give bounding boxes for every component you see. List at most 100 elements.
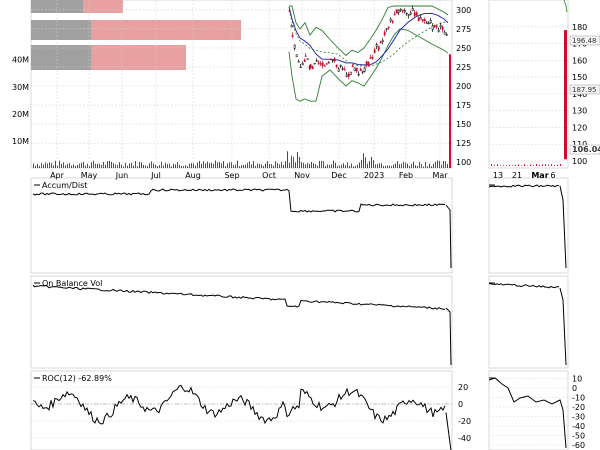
- candle-body: [309, 64, 312, 68]
- volume-bar: [407, 163, 408, 168]
- price-tick-label: 125: [456, 139, 471, 148]
- volume-bar: [219, 161, 220, 168]
- candle-body: [369, 57, 372, 59]
- volume-bar: [71, 165, 72, 168]
- volume-bar: [205, 163, 206, 168]
- mini-volume-bar: [539, 164, 540, 166]
- volume-bar: [235, 164, 236, 168]
- x-tick-label: Apr: [50, 171, 65, 180]
- volume-bar: [187, 166, 188, 168]
- candle-body: [317, 62, 320, 64]
- volume-bar: [393, 164, 394, 168]
- volume-tick-label: 20M: [12, 110, 29, 119]
- volume-bar: [145, 165, 146, 168]
- candle-body: [367, 62, 370, 67]
- volume-bar: [125, 162, 126, 168]
- obv-drop: [445, 307, 452, 366]
- volume-bar: [427, 166, 428, 168]
- main-gridlines: [31, 0, 452, 168]
- price-tick-label: 150: [456, 120, 471, 129]
- candle-body: [365, 61, 368, 65]
- candle-body: [407, 14, 410, 16]
- volume-bar: [403, 161, 404, 168]
- price-tick-label: 100: [456, 158, 471, 167]
- volume-bar: [67, 163, 68, 168]
- candle-body: [423, 19, 426, 22]
- volume-bar: [143, 165, 144, 168]
- volume-bar: [135, 161, 136, 168]
- volume-bar: [367, 163, 368, 168]
- candle-body: [399, 8, 402, 11]
- volume-bar: [83, 161, 84, 168]
- sma-line: [288, 6, 449, 66]
- volume-bar: [413, 161, 414, 168]
- volume-bar: [269, 163, 270, 168]
- candle-body: [411, 8, 414, 11]
- volume-bar: [65, 165, 66, 168]
- candle-body: [401, 9, 404, 12]
- candle-body: [425, 22, 428, 24]
- volume-bar: [419, 161, 420, 168]
- mini-roc-tick-label: -10: [572, 394, 585, 403]
- volume-bar: [99, 163, 100, 168]
- volume-bar: [229, 162, 230, 168]
- volume-bar: [105, 164, 106, 168]
- volume-bar: [39, 165, 40, 168]
- mini-volume-bar: [506, 165, 507, 166]
- volume-bar: [221, 163, 222, 168]
- volume-bar: [251, 164, 252, 168]
- volume-bar: [361, 159, 362, 168]
- volume-bar: [153, 163, 154, 168]
- mini-x-tick-label: Mar: [531, 171, 548, 180]
- candle-body: [431, 25, 434, 30]
- volume-bar: [115, 164, 116, 168]
- roc-tick-label: 0: [458, 400, 463, 409]
- mini-volume-bar: [500, 165, 501, 166]
- volume-bar: [273, 165, 274, 168]
- volume-bar: [103, 161, 104, 168]
- volume-bar: [177, 162, 178, 168]
- volume-bar: [59, 160, 60, 168]
- mini-volume-bar: [530, 164, 531, 166]
- x-tick-label: Dec: [331, 171, 346, 180]
- price-tick-label: 300: [456, 6, 471, 15]
- roc-tick-label: 20: [458, 383, 468, 392]
- mini-obv-panel: [488, 275, 569, 369]
- mini-x-tick-label: 13: [493, 171, 503, 180]
- volume-bar: [161, 161, 162, 168]
- mini-volume-bar: [542, 164, 543, 166]
- volume-bar: [363, 153, 364, 168]
- volume-bar: [441, 164, 442, 168]
- volume-bar: [75, 165, 76, 168]
- volume-bar: [293, 156, 294, 168]
- volume-bar: [171, 166, 172, 168]
- volume-bar: [77, 164, 78, 168]
- volume-bar: [61, 163, 62, 168]
- candle-body: [303, 59, 306, 62]
- volume-bar: [299, 156, 300, 168]
- mini-price-chart: 180170160150140130120110100196.48187.951…: [489, 0, 600, 180]
- volume-bar: [169, 163, 170, 168]
- volume-bar: [383, 165, 384, 168]
- mini-volume-bar: [518, 164, 519, 166]
- x-tick-label: Mar: [432, 171, 448, 180]
- volume-bar: [389, 165, 390, 168]
- price-tick-label: 225: [456, 63, 471, 72]
- candle-body: [325, 63, 328, 65]
- volume-bar-last: [449, 54, 451, 168]
- volume-bar: [283, 165, 284, 168]
- candle-body: [333, 58, 336, 62]
- volume-bar: [313, 163, 314, 168]
- mini-roc-tick-label: -30: [572, 413, 585, 422]
- x-tick-label: Sep: [224, 171, 239, 180]
- candle-body: [306, 58, 309, 60]
- candle-body: [361, 71, 364, 73]
- volume-bar: [149, 163, 150, 168]
- volume-bar: [347, 162, 348, 168]
- volume-bar: [377, 163, 378, 168]
- roc-line: [32, 384, 446, 425]
- price-candles: [288, 5, 448, 80]
- volume-bar: [167, 163, 168, 168]
- candle-body: [437, 29, 440, 32]
- candle-body: [313, 63, 316, 65]
